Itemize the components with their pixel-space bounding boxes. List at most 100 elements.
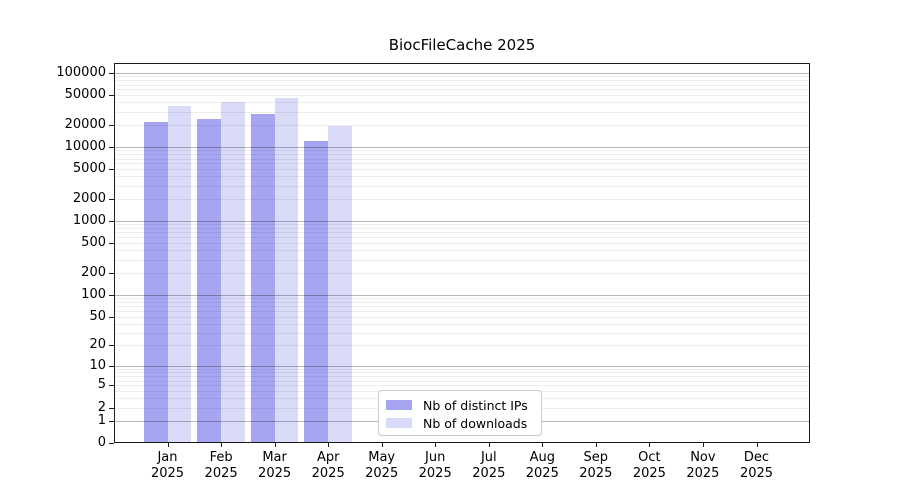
x-tick-month: Aug [529, 450, 555, 465]
y-tick-mark [109, 95, 114, 97]
y-tick-label: 10000 [64, 138, 106, 154]
x-tick-month: Apr [316, 450, 340, 465]
x-tick-year: 2025 [632, 466, 666, 481]
x-tick-label: Feb 2025 [189, 450, 253, 482]
x-tick-month: Mar [262, 450, 287, 465]
gridline-major [114, 221, 810, 222]
gridline-minor [114, 323, 810, 325]
gridline-minor [114, 228, 810, 230]
y-tick-mark [109, 147, 114, 148]
gridline-minor [114, 310, 810, 312]
gridline-minor [114, 272, 810, 274]
x-tick-month: Jan [157, 450, 178, 465]
y-tick-label: 50 [89, 308, 106, 324]
gridline-minor [114, 380, 810, 382]
legend: Nb of distinct IPs Nb of downloads [378, 390, 542, 436]
x-tick-year: 2025 [686, 466, 720, 481]
gridline-minor [114, 158, 810, 160]
x-tick-label: Sep 2025 [564, 450, 628, 482]
bar-distinct-ips-jan [143, 121, 168, 442]
x-tick-label: Mar 2025 [243, 450, 307, 482]
gridline-minor [114, 124, 810, 126]
bar-downloads-feb [221, 102, 245, 442]
bar-distinct-ips-apr [304, 141, 329, 442]
legend-label-downloads: Nb of downloads [423, 415, 528, 431]
bar-downloads-mar [274, 97, 299, 442]
x-tick-label: Aug 2025 [510, 450, 574, 482]
gridline-minor [114, 154, 810, 156]
bar-distinct-ips-feb [197, 118, 222, 442]
gridline-minor [114, 169, 810, 171]
gridline-minor [114, 237, 810, 239]
gridline-minor [114, 163, 810, 165]
chart-title: BiocFileCache 2025 [388, 36, 536, 54]
gridline-minor [114, 185, 810, 187]
x-tick-mark [595, 443, 597, 447]
bar-downloads-apr [328, 126, 352, 442]
gridline-minor [114, 224, 810, 226]
x-tick-label: May 2025 [350, 450, 414, 482]
y-tick-mark [109, 365, 114, 367]
x-tick-year: 2025 [311, 466, 345, 481]
x-tick-label: Dec 2025 [725, 450, 789, 482]
gridline-minor [114, 150, 810, 152]
gridline-minor [114, 259, 810, 261]
bar-distinct-ips-mar [250, 113, 275, 442]
y-tick-mark [109, 272, 114, 274]
gridline-minor [114, 298, 810, 299]
x-tick-year: 2025 [579, 466, 613, 481]
x-tick-mark [328, 443, 330, 447]
gridline-minor [114, 316, 810, 318]
legend-item-distinct-ips: Nb of distinct IPs [386, 397, 533, 413]
x-tick-month: Jul [480, 450, 497, 465]
y-tick-label: 10 [89, 357, 106, 373]
y-tick-label: 5000 [72, 161, 106, 177]
x-tick-month: Dec [743, 450, 770, 465]
x-tick-month: Feb [209, 450, 233, 465]
x-tick-mark [435, 443, 437, 447]
x-tick-year: 2025 [365, 466, 399, 481]
y-tick-mark [109, 407, 114, 409]
y-tick-mark [109, 294, 114, 296]
x-tick-year: 2025 [418, 466, 452, 481]
gridline-minor [114, 345, 810, 347]
gridline-major [114, 294, 810, 296]
y-tick-label: 2000 [72, 190, 106, 206]
gridline-minor [114, 89, 810, 91]
y-tick-mark [109, 243, 114, 245]
gridline-minor [114, 306, 810, 307]
x-tick-year: 2025 [258, 466, 292, 481]
x-tick-label: Apr 2025 [296, 450, 360, 482]
x-tick-year: 2025 [739, 466, 774, 481]
y-tick-label: 1000 [72, 212, 106, 228]
x-tick-label: Oct 2025 [617, 450, 681, 482]
y-tick-mark [109, 345, 114, 347]
x-tick-year: 2025 [472, 466, 506, 481]
x-tick-label: Nov 2025 [671, 450, 735, 482]
y-tick-mark [109, 221, 114, 222]
x-tick-mark [756, 443, 758, 447]
x-tick-mark [274, 443, 276, 447]
gridline-minor [114, 385, 810, 387]
x-tick-month: Jun [425, 450, 446, 465]
x-tick-year: 2025 [525, 466, 559, 481]
gridline-minor [114, 111, 810, 113]
y-tick-label: 1 [97, 412, 106, 428]
y-tick-mark [109, 420, 114, 422]
gridline-minor [114, 376, 810, 378]
x-tick-mark [488, 443, 490, 447]
gridline-minor [114, 102, 810, 104]
y-tick-mark [109, 198, 114, 200]
gridline-major [114, 73, 810, 74]
x-tick-month: May [368, 450, 396, 465]
y-tick-label: 20000 [64, 116, 106, 132]
gridline-minor [114, 80, 810, 82]
y-tick-label: 0 [97, 435, 106, 450]
y-tick-label: 50000 [64, 87, 106, 103]
legend-swatch-downloads [386, 418, 412, 428]
y-tick-label: 2 [97, 399, 106, 415]
y-tick-label: 200 [81, 264, 106, 280]
legend-swatch-distinct-ips [386, 400, 412, 410]
y-tick-mark [109, 73, 114, 74]
